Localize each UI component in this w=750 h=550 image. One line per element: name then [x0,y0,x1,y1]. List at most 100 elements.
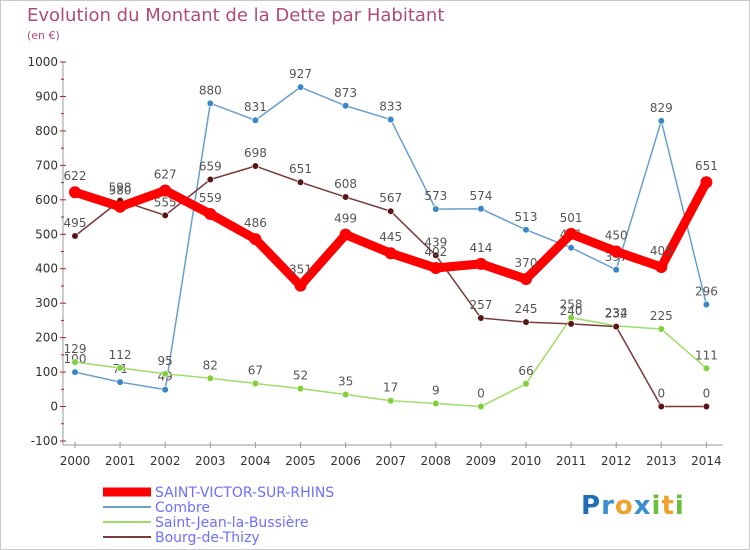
data-label: 627 [154,168,177,182]
data-point [69,186,81,199]
data-label: 450 [605,229,628,243]
x-tick-label: 2004 [240,454,271,468]
data-label: 873 [334,86,357,100]
data-label: 0 [703,387,711,401]
x-tick-label: 2007 [375,454,406,468]
logo-letter: i [674,491,685,521]
logo-letter: o [614,491,634,521]
data-point [567,244,575,252]
data-label: 831 [244,100,267,114]
data-label: 35 [338,374,353,388]
data-label: 608 [334,177,357,191]
data-point [612,323,620,331]
data-point [522,226,530,234]
legend-label-saint-victor-sur-rhins: SAINT-VICTOR-SUR-RHINS [155,485,334,501]
data-label: 833 [379,100,402,114]
data-label: 501 [560,211,583,225]
data-label: 225 [650,309,673,323]
data-point [477,402,485,411]
data-label: 257 [469,298,492,312]
data-point [657,325,665,333]
data-point [296,385,305,393]
series-combre: 1007149880831927873833573574513461397829… [64,67,718,394]
data-point [342,193,350,201]
chart-unit: (en €) [27,29,60,42]
x-tick-label: 2008 [421,454,452,468]
y-tick-label: 500 [35,227,58,241]
data-point [612,266,620,274]
data-point [655,261,668,274]
y-tick-label: 200 [35,331,58,345]
data-label: 258 [560,298,583,312]
data-point [610,245,623,258]
data-point [251,162,259,170]
x-tick-label: 2009 [466,454,497,468]
data-label: 112 [109,348,132,362]
series-saint-jean-la-bussi-re: 129 112 95 82 67 52 35 17 9 0 66 258 234 225 111 [64,298,718,411]
data-point [206,175,214,184]
data-point [71,232,79,240]
x-tick-label: 2003 [195,454,226,468]
data-point [342,390,350,399]
data-point [204,207,217,220]
data-point [565,227,578,240]
data-point [432,251,440,259]
data-point [432,399,440,408]
data-point [702,300,711,309]
y-tick-label: 800 [35,124,58,138]
data-point [296,83,305,91]
data-label: 574 [469,189,492,203]
data-point [161,370,169,378]
logo-letter: i [651,491,662,521]
logo-letter: P [581,491,602,521]
data-point [520,273,532,286]
x-tick-label: 2006 [330,454,361,468]
data-point [116,378,124,386]
data-label: 651 [695,159,718,173]
data-point [251,116,259,124]
legend: SAINT-VICTOR-SUR-RHINSCombreSaint-Jean-l… [103,485,334,546]
data-label: 234 [605,306,628,320]
data-point [657,117,665,125]
data-label: 67 [248,363,263,377]
data-label: 698 [244,146,267,160]
legend-label-combre: Combre [155,500,210,516]
data-point [116,364,124,372]
data-point [477,205,485,213]
data-point [522,380,530,388]
data-point [702,364,711,372]
data-label: 573 [424,189,447,203]
data-label: 555 [154,195,177,209]
y-tick-label: 100 [35,365,58,379]
data-label: 414 [469,241,492,255]
data-label: 245 [515,302,538,316]
x-tick-label: 2013 [646,454,677,468]
data-label: 95 [158,354,173,368]
logo-letter: t [661,491,675,521]
data-label: 0 [657,387,665,401]
data-label: 495 [64,216,87,230]
data-point [429,262,442,275]
data-label: 499 [334,212,357,226]
data-point [387,207,395,215]
data-label: 351 [289,263,312,277]
y-tick-label: 300 [35,296,58,310]
x-tick-label: 2001 [105,454,136,468]
data-label: 82 [203,358,218,372]
data-point [249,233,262,246]
data-point [387,115,395,124]
legend-label-bourg-de-thizy: Bourg-de-Thizy [155,530,260,546]
data-point [522,318,530,326]
data-point [206,374,214,382]
data-point [71,368,79,376]
data-point [251,379,259,388]
y-tick-label: 400 [35,262,58,276]
data-label: 240 [560,304,583,318]
data-label: 66 [518,364,533,378]
data-label: 927 [289,67,312,81]
series-saint-victor-sur-rhins: 622 580 627 559 486 351 499 445 402 414 370 501 450 4… [64,159,718,292]
data-point [206,99,214,107]
data-point [702,402,711,411]
